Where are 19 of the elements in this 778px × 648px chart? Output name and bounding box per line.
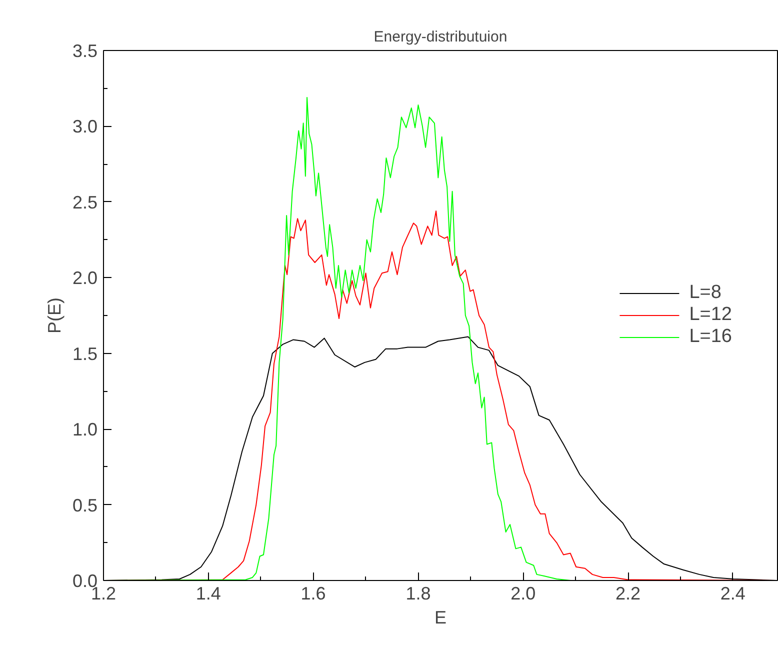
x-tick-label: 2.4 bbox=[720, 584, 746, 604]
x-tick-label: 2.2 bbox=[616, 584, 641, 604]
y-tick-label: 3.5 bbox=[72, 41, 98, 61]
legend-label: L=16 bbox=[689, 326, 732, 348]
legend-label: L=8 bbox=[689, 282, 722, 304]
y-tick-label: 2.5 bbox=[72, 192, 98, 212]
y-tick-label: 1.0 bbox=[72, 420, 98, 440]
x-tick-label: 1.6 bbox=[300, 584, 326, 604]
x-tick-label: 1.8 bbox=[406, 584, 431, 604]
chart-title: Energy-distributuion bbox=[374, 28, 508, 46]
x-tick-label: 2.0 bbox=[510, 584, 536, 604]
y-axis-title: P(E) bbox=[44, 298, 64, 334]
y-tick-label: 3.0 bbox=[72, 116, 98, 137]
y-tick-label: 0.5 bbox=[72, 495, 98, 516]
y-tick-label: 2.0 bbox=[72, 268, 98, 288]
y-tick-label: 1.5 bbox=[72, 344, 98, 364]
x-tick-label: 1.4 bbox=[196, 584, 221, 604]
x-axis-title: E bbox=[434, 608, 447, 628]
legend-label: L=12 bbox=[689, 304, 732, 326]
